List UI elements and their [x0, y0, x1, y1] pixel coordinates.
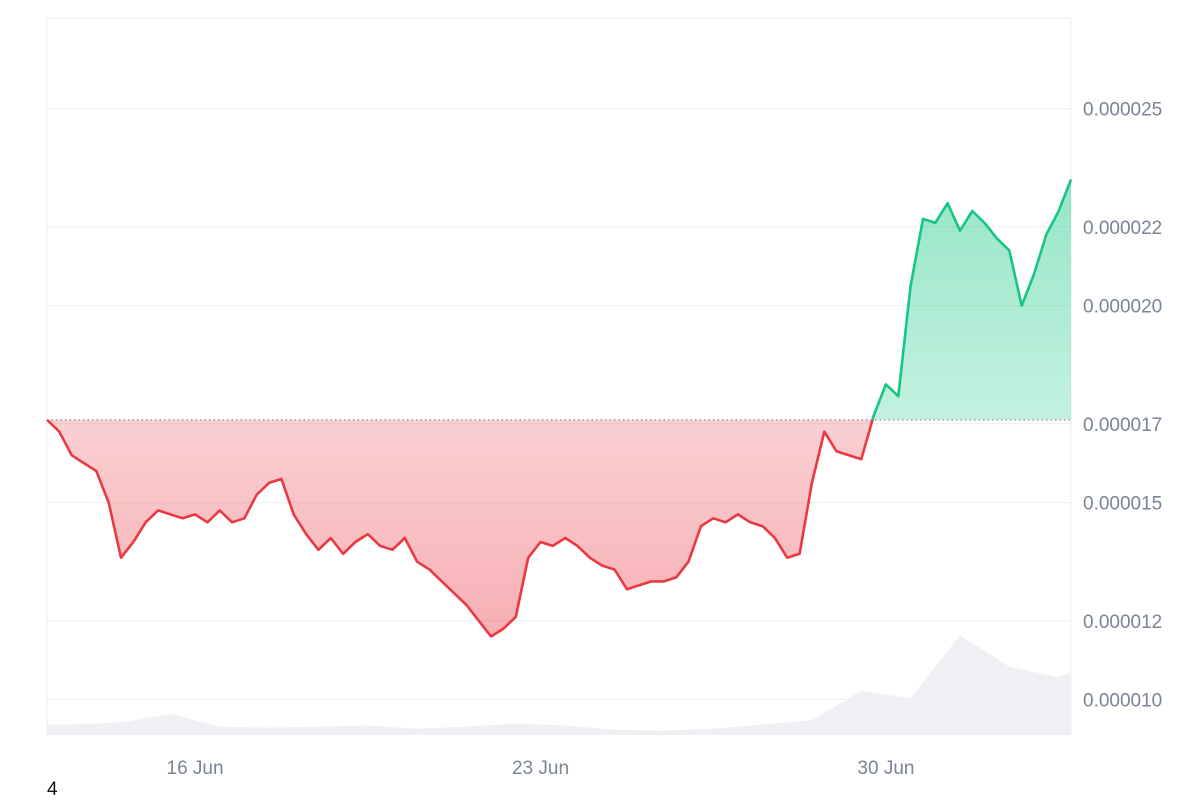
y-tick-label: 0.000012 [1083, 612, 1162, 633]
x-tick-label: 30 Jun [857, 758, 914, 779]
y-tick-label: 0.000025 [1083, 100, 1162, 121]
area-above-baseline [47, 179, 1071, 420]
y-axis-ticks: 0.000010 0.000012 0.000015 0.000017 0.000020… [1083, 100, 1162, 712]
volume-area [47, 635, 1071, 735]
y-tick-label: 0.000020 [1083, 297, 1162, 318]
y-tick-label: 0.000017 [1083, 415, 1162, 436]
y-tick-label: 0.000010 [1083, 691, 1162, 712]
volume-area-path [47, 635, 1071, 735]
area-below-baseline [47, 419, 873, 637]
x-tick-label: 23 Jun [512, 758, 569, 779]
price-line-below [46, 419, 874, 638]
price-fills [47, 179, 1071, 637]
y-tick-label: 0.000015 [1083, 494, 1162, 515]
x-tick-label: 16 Jun [167, 758, 224, 779]
footer-note: 4 [47, 779, 58, 800]
price-line-above [46, 179, 1073, 420]
y-tick-label: 0.000022 [1083, 218, 1162, 239]
price-lines [46, 179, 1073, 638]
